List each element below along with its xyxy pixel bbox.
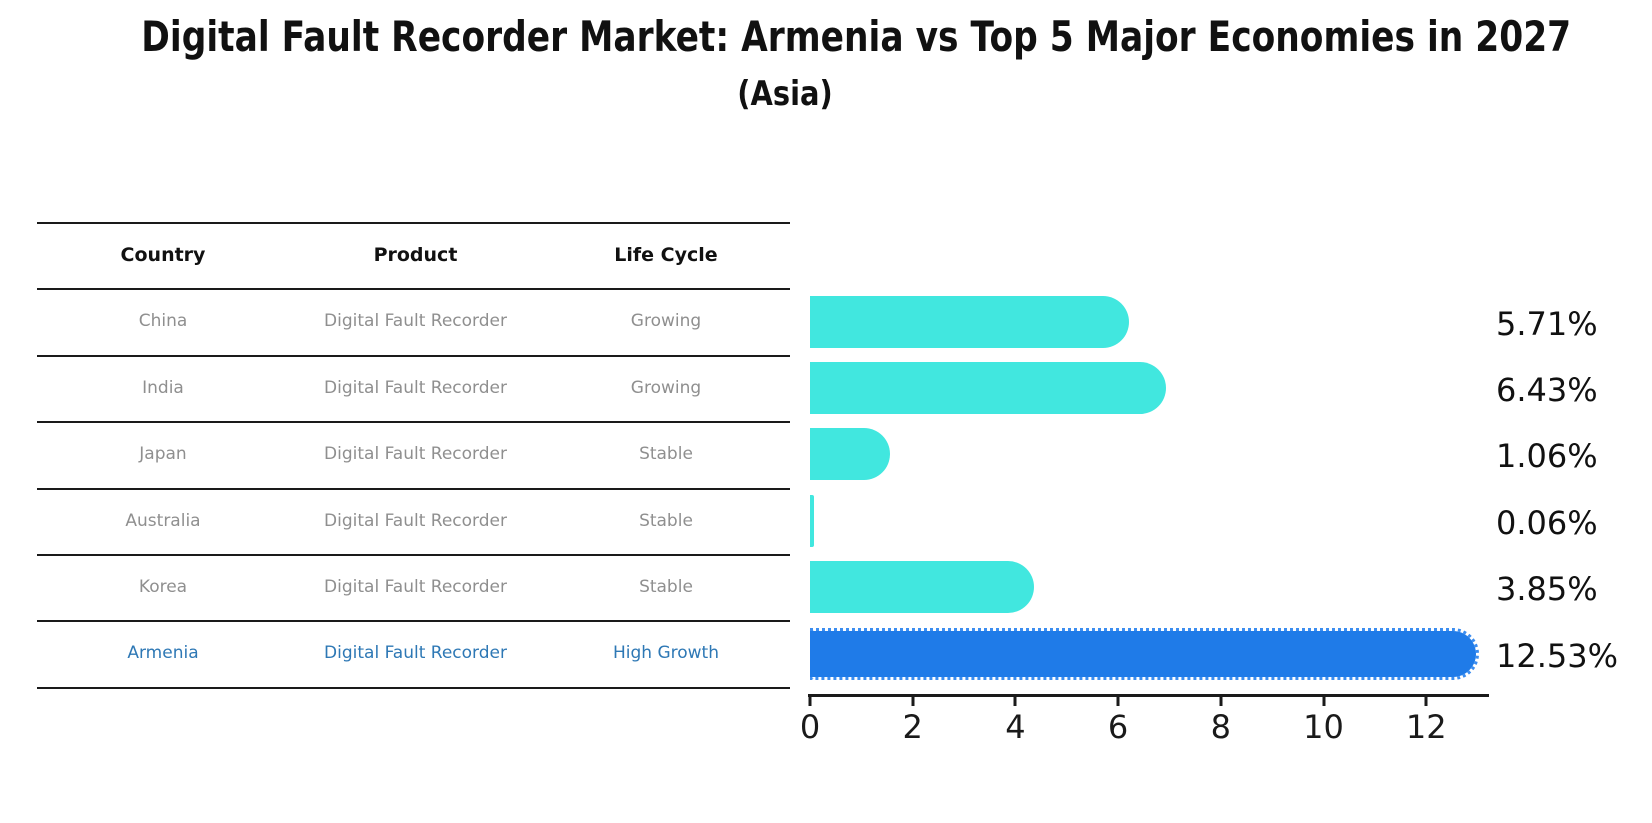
table-cell-country: Japan xyxy=(139,444,187,465)
table-cell-life-cycle: Growing xyxy=(630,377,702,398)
bar-india xyxy=(810,362,1167,414)
table-cell-product: Digital Fault Recorder xyxy=(324,377,507,398)
x-tick xyxy=(1013,697,1017,706)
value-label: 0.06% xyxy=(1496,503,1598,542)
x-tick-label: 2 xyxy=(902,708,923,746)
table-cell-country: India xyxy=(142,377,184,398)
x-axis-line xyxy=(808,694,1489,697)
bar-korea xyxy=(810,561,1034,614)
table-rule xyxy=(37,354,790,357)
table-header-row: Country Product Life Cycle xyxy=(37,222,790,288)
bar-australia xyxy=(810,494,814,547)
chart-subtitle: (Asia) xyxy=(737,74,833,114)
table-cell-life-cycle: High Growth xyxy=(612,643,719,664)
table-cell-product: Product xyxy=(373,244,458,266)
bar-china xyxy=(810,295,1130,348)
value-label: 5.71% xyxy=(1496,304,1598,343)
table-row: Armenia Digital Fault Recorder High Grow… xyxy=(37,620,790,686)
value-label: 12.53% xyxy=(1496,636,1619,675)
x-tick-label: 8 xyxy=(1210,708,1231,746)
table-rule xyxy=(37,222,790,224)
table-rule xyxy=(37,288,790,291)
table-row: Japan Digital Fault Recorder Stable xyxy=(37,421,790,487)
table-cell-country: Korea xyxy=(138,577,188,597)
table-cell-product: Digital Fault Recorder xyxy=(324,311,507,332)
value-label: 3.85% xyxy=(1496,570,1598,609)
table-cell-product: Digital Fault Recorder xyxy=(324,577,507,597)
x-tick xyxy=(1424,697,1428,706)
table-rule xyxy=(37,421,790,424)
x-tick-label: 4 xyxy=(1005,708,1026,746)
x-tick-label: 10 xyxy=(1303,708,1344,746)
table-cell-product: Digital Fault Recorder xyxy=(324,444,507,465)
table-cell-life-cycle: Stable xyxy=(639,444,693,465)
bar-armenia xyxy=(810,627,1480,680)
x-tick xyxy=(911,697,915,706)
chart-title: Digital Fault Recorder Market: Armenia v… xyxy=(141,12,1572,61)
table-cell-life-cycle: Life Cycle xyxy=(614,244,718,266)
table-rule xyxy=(37,487,790,490)
x-tick xyxy=(1219,697,1223,706)
table-cell-life-cycle: Stable xyxy=(639,577,693,597)
table-row: Korea Digital Fault Recorder Stable xyxy=(37,554,790,620)
table-rule xyxy=(37,554,790,556)
table-cell-life-cycle: Growing xyxy=(630,311,702,332)
table-row: India Digital Fault Recorder Growing xyxy=(37,355,790,421)
value-label: 1.06% xyxy=(1496,437,1598,476)
table-cell-country: China xyxy=(138,311,188,332)
table-cell-country: Country xyxy=(120,244,206,266)
table-rule xyxy=(37,620,790,623)
table-cell-life-cycle: Stable xyxy=(639,510,693,531)
table-cell-product: Digital Fault Recorder xyxy=(324,510,507,531)
x-tick xyxy=(1116,697,1120,706)
x-tick-label: 6 xyxy=(1107,708,1129,746)
table-cell-country: Armenia xyxy=(127,643,199,664)
table-cell-country: Australia xyxy=(125,510,201,531)
table-rule xyxy=(37,686,790,689)
x-tick xyxy=(808,697,812,706)
bar-japan xyxy=(810,428,891,481)
x-tick-label: 0 xyxy=(799,708,821,746)
table-row: Australia Digital Fault Recorder Stable xyxy=(37,488,790,554)
value-label: 6.43% xyxy=(1496,371,1598,409)
x-tick xyxy=(1322,697,1325,706)
table-cell-product: Digital Fault Recorder xyxy=(324,643,507,664)
x-tick-label: 12 xyxy=(1405,708,1447,746)
table-row: China Digital Fault Recorder Growing xyxy=(37,288,790,354)
